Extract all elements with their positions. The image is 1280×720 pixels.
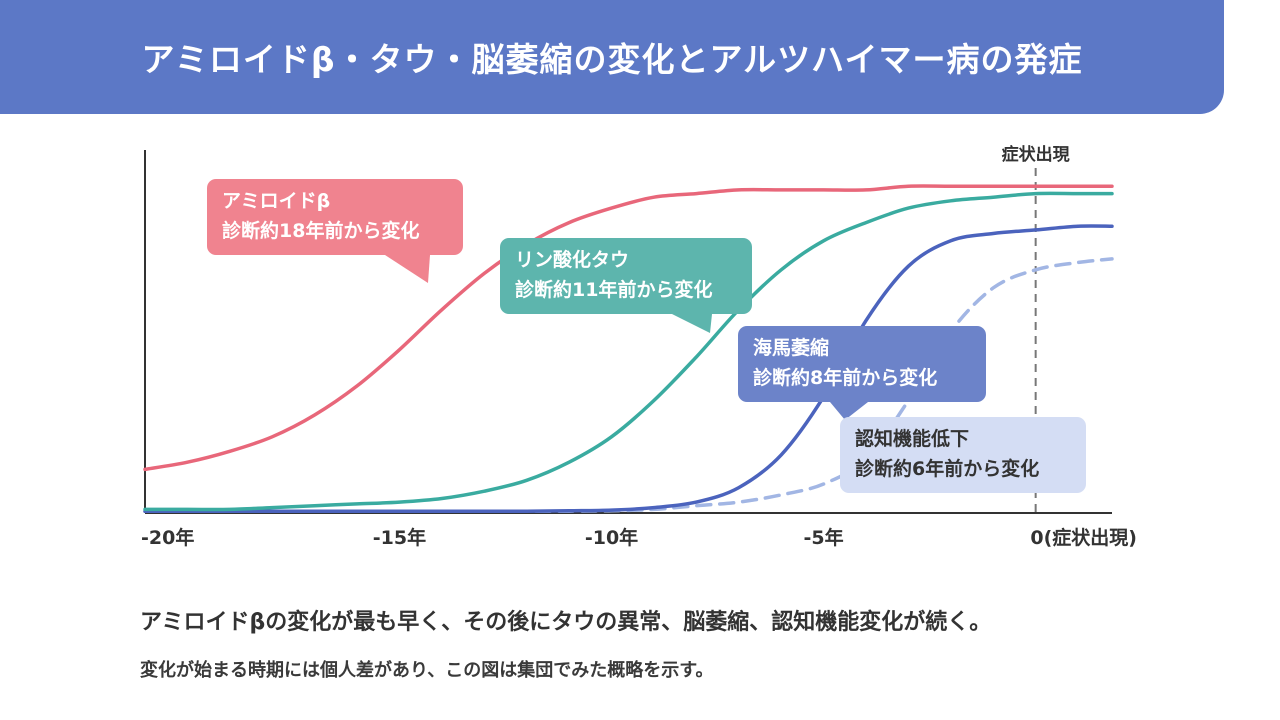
x-tick-label: -20年 — [141, 526, 194, 549]
series-label-text: リン酸化タウ — [515, 248, 629, 271]
onset-marker-label: 症状出現 — [1002, 144, 1070, 165]
series-label-box — [500, 238, 752, 314]
series-label-text: アミロイドβ — [222, 190, 330, 212]
series-line-0 — [143, 184, 1114, 472]
page-title: アミロイドβ・タウ・脳萎縮の変化とアルツハイマー病の発症 — [141, 40, 1083, 79]
series-label-text: 診断約8年前から変化 — [753, 366, 937, 389]
series-label-pointer — [385, 255, 430, 283]
series-line-2 — [143, 224, 1114, 513]
x-tick-label: -10年 — [585, 526, 638, 549]
caption-main: アミロイドβの変化が最も早く、その後にタウの異常、脳萎縮、認知機能変化が続く。 — [140, 610, 992, 635]
x-tick-label: -5年 — [804, 526, 844, 549]
caption-sub: 変化が始まる時期には個人差があり、この図は集団でみた概略を示す。 — [140, 660, 714, 681]
series-line-1 — [143, 191, 1114, 512]
header-banner: アミロイドβ・タウ・脳萎縮の変化とアルツハイマー病の発症 — [0, 0, 1224, 114]
x-tick-label: -15年 — [373, 526, 426, 549]
series-label-box — [738, 326, 986, 402]
series-label-text: 認知機能低下 — [855, 427, 969, 450]
series-label-text: 診断約6年前から変化 — [855, 457, 1039, 480]
series-label-0: アミロイドβ 診断約18年前から変化 — [207, 179, 463, 283]
x-tick-label: 0(症状出現) — [1030, 526, 1137, 549]
series-label-box — [840, 417, 1086, 493]
series-label-pointer — [672, 314, 712, 333]
chart: -20年 -15年 -10年 -5年 0(症状出現) 症状出現 アミロイドβ 診断約18年… — [141, 144, 1137, 549]
series-label-box — [207, 179, 463, 255]
series-label-pointer — [830, 402, 868, 420]
series-label-text: 海馬萎縮 — [753, 336, 829, 359]
series-label-text: 診断約18年前から変化 — [222, 219, 419, 242]
series-label-text: 診断約11年前から変化 — [515, 278, 712, 301]
